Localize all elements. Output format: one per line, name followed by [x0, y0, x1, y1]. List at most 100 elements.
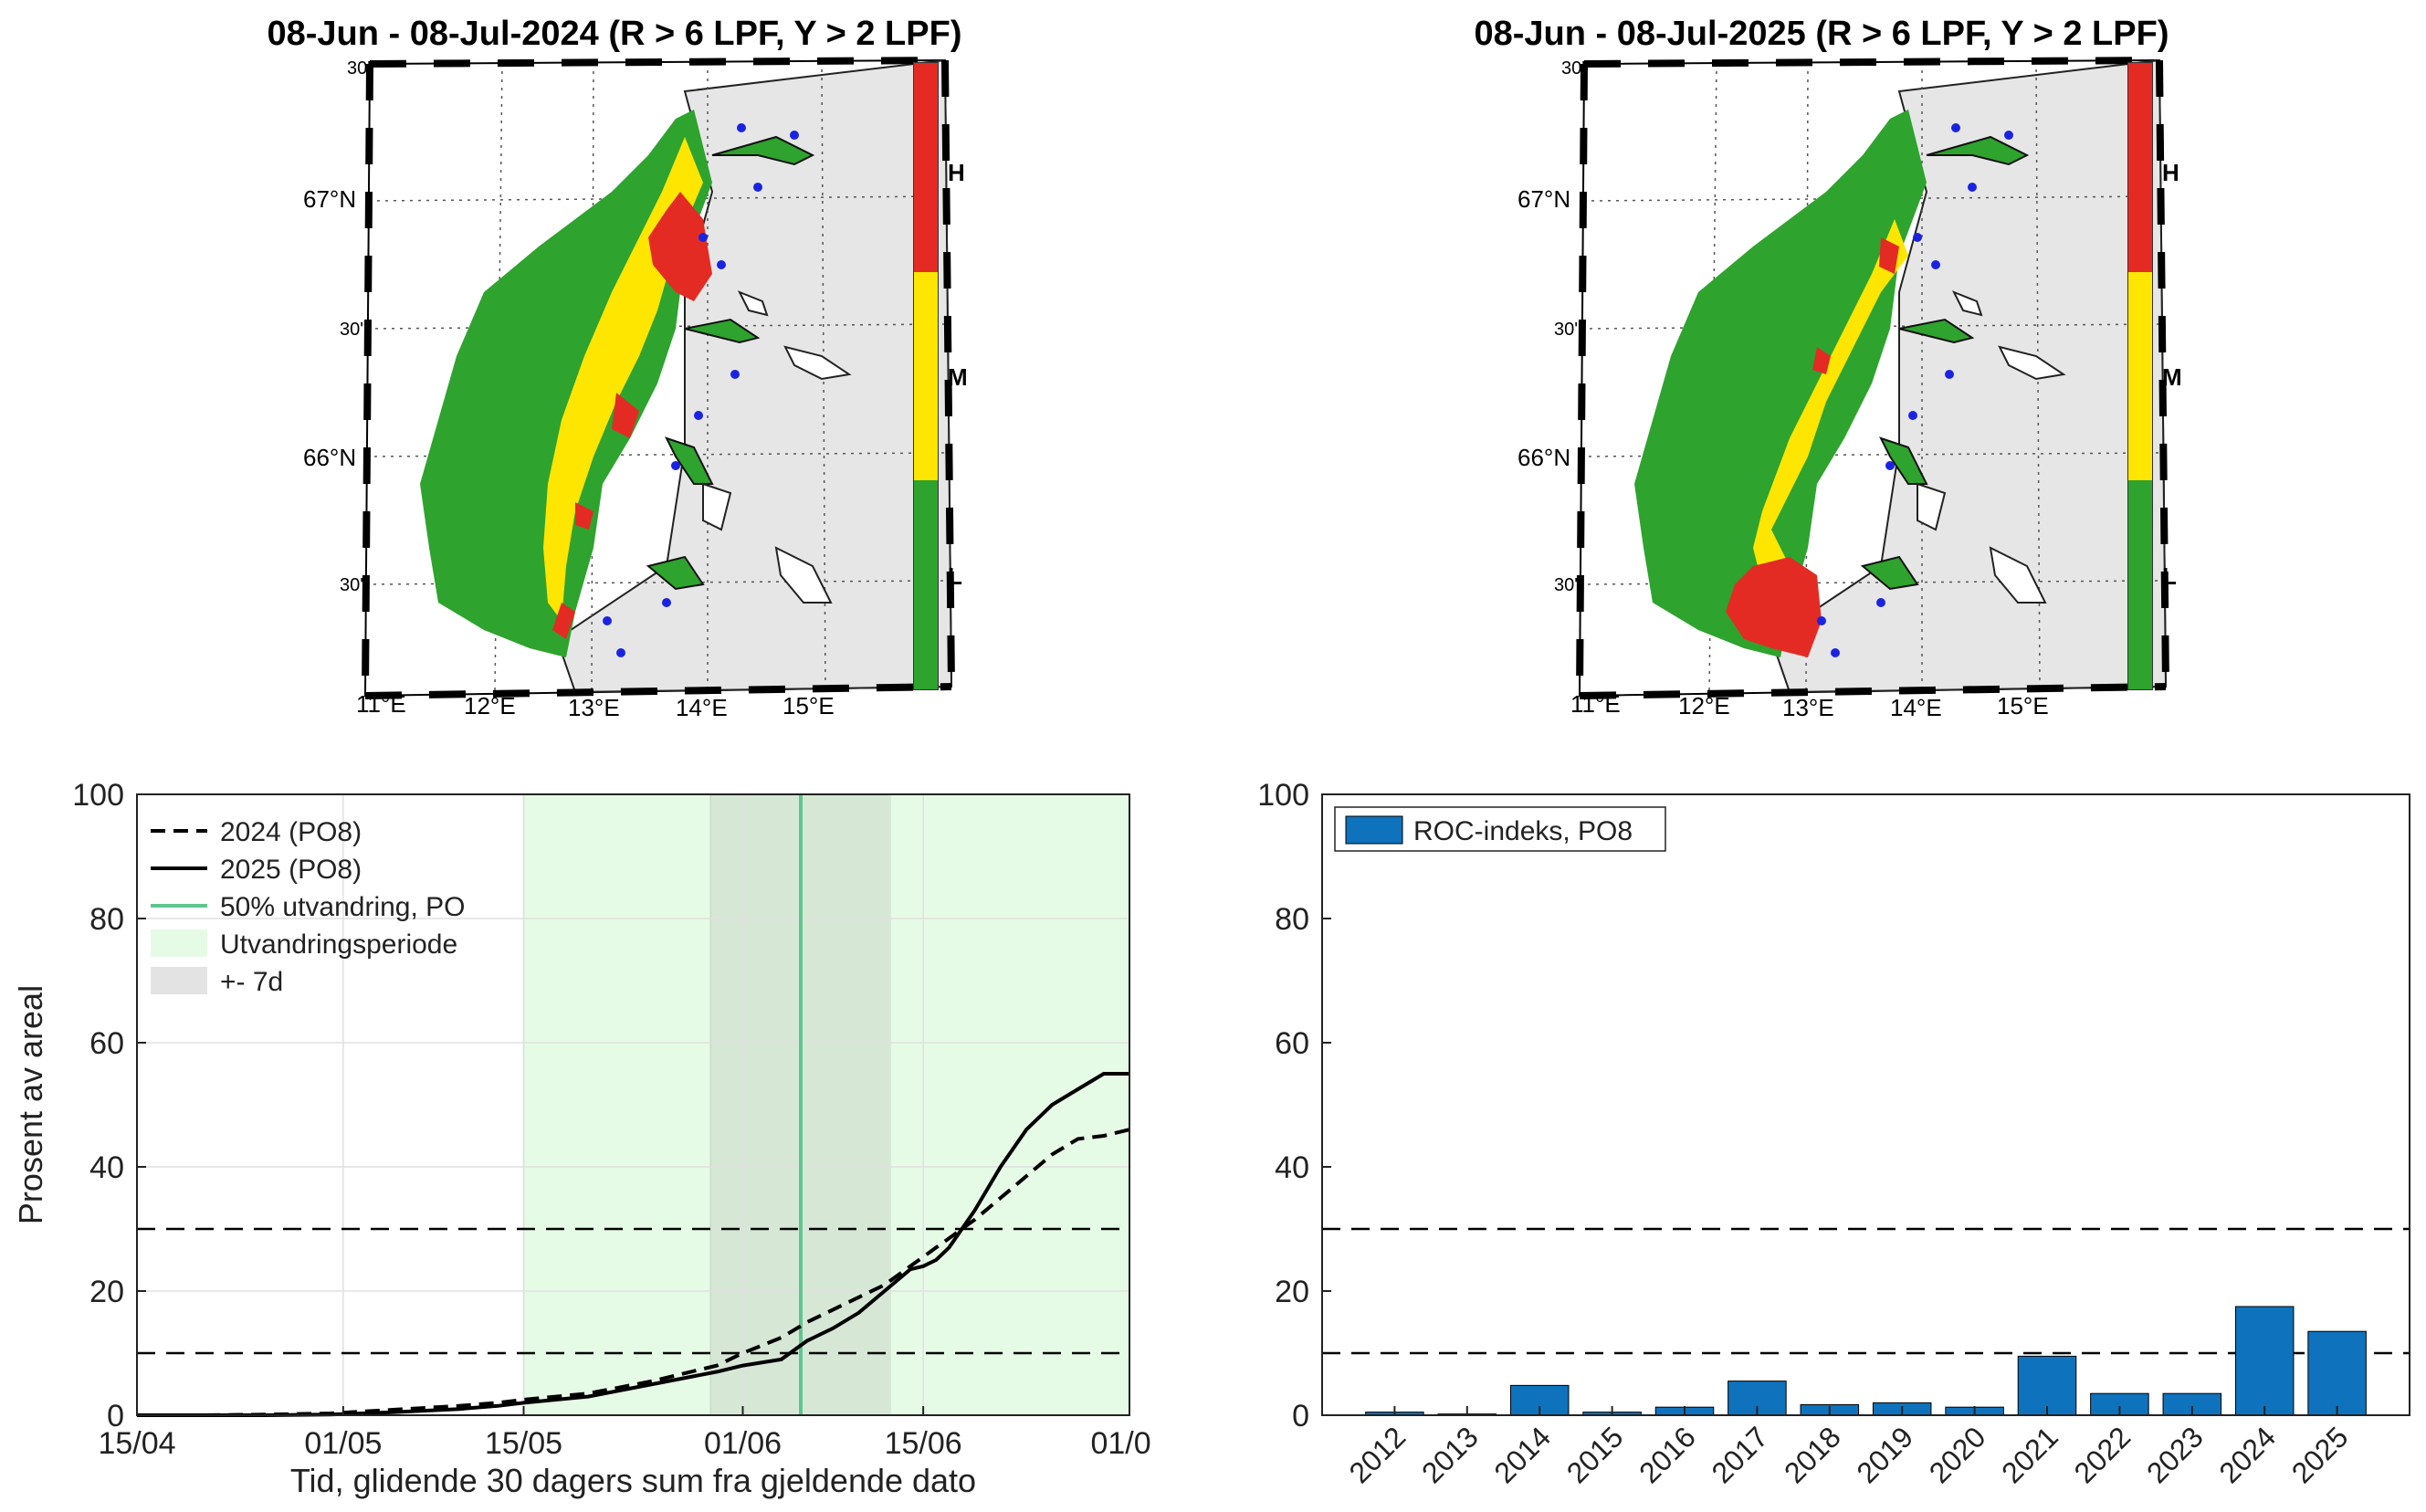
- colorbar-label-m: M: [948, 363, 968, 391]
- y-axis-label: Prosent av areal: [12, 985, 49, 1224]
- lakes: [702, 290, 852, 604]
- line-chart: 0 20 40 60 80 100 15/04 01/05 15/05 01/06 15/06 01/…: [12, 778, 1150, 1499]
- lat-label: 30': [1561, 58, 1586, 79]
- fjords: [646, 135, 815, 591]
- y-tick-label: 20: [1275, 1275, 1309, 1309]
- lon-label: 13°E: [1782, 694, 1834, 721]
- lon-label: 13°E: [568, 694, 620, 721]
- lon-label: 14°E: [1890, 694, 1942, 721]
- lat-label: 67°N: [1518, 185, 1571, 213]
- stations: [1817, 123, 2013, 657]
- colorbar-label-h: H: [948, 159, 965, 186]
- legend: 2024 (PO8) 2025 (PO8) 50% utvandring, PO Ut…: [151, 817, 466, 997]
- x-tick-label: 01/06: [704, 1426, 782, 1461]
- x-tick-label: 15/04: [98, 1426, 175, 1461]
- x-tick-label: 01/05: [304, 1426, 382, 1461]
- x-tick-label: 2014: [1487, 1420, 1557, 1489]
- y-tick-label: 40: [1275, 1150, 1309, 1185]
- y-tick-label: 60: [1275, 1026, 1309, 1061]
- fjords: [1860, 135, 2030, 591]
- legend-label: 2025 (PO8): [220, 855, 362, 885]
- y-tick-label: 100: [72, 778, 124, 813]
- x-tick-label: 2019: [1850, 1420, 1919, 1489]
- colorbar-label-m: M: [2162, 363, 2182, 391]
- x-tick-label: 15/06: [885, 1426, 962, 1461]
- lon-label: 15°E: [782, 692, 835, 719]
- map-border: [1576, 57, 2169, 699]
- y-tick-label: 0: [1292, 1399, 1309, 1433]
- map-2024-title: 08-Jun - 08-Jul-2024 (R > 6 LPF, Y > 2 L…: [267, 15, 962, 53]
- map-2025-title: 08-Jun - 08-Jul-2025 (R > 6 LPF, Y > 2 L…: [1474, 15, 2169, 53]
- lon-label: 12°E: [464, 692, 516, 719]
- lat-label: 30': [340, 575, 364, 595]
- lat-label: 30': [1554, 320, 1579, 340]
- zone-high: [648, 192, 712, 301]
- y-tick-label: 40: [89, 1150, 124, 1185]
- colorbar-medium: [914, 272, 938, 480]
- bar-2021: [2017, 1355, 2077, 1416]
- y-tick-label: 20: [89, 1275, 124, 1309]
- x-tick-label: 2020: [1923, 1420, 1992, 1489]
- land-mass: [1770, 58, 2168, 694]
- bar-2024: [2234, 1306, 2295, 1416]
- zone-medium: [1753, 219, 1908, 603]
- colorbar-label-l: L: [948, 562, 962, 590]
- plot-area: [1322, 794, 2410, 1415]
- colorbar-label-l: L: [2162, 562, 2177, 590]
- colorbar-high: [2128, 63, 2152, 272]
- zone-low: [1634, 110, 1927, 657]
- legend: ROC-indeks, PO8: [1334, 806, 1666, 852]
- legend-label: 50% utvandring, PO: [220, 892, 466, 922]
- axes-box: [136, 793, 1130, 1416]
- map-2024: [362, 57, 955, 699]
- colorbar-2025: [2127, 62, 2153, 690]
- x-tick-label: 2021: [1995, 1420, 2064, 1489]
- lat-label: 30': [347, 58, 372, 79]
- lakes: [1917, 290, 2066, 604]
- bar-chart: 2012 2013 2014 2015 2016 2017 2018 2019 2020 2021…: [1257, 778, 2410, 1489]
- x-tick-label: 2022: [2068, 1420, 2137, 1489]
- stations: [603, 123, 799, 657]
- lat-label: 67°N: [303, 185, 357, 213]
- x-tick-label: 2024: [2212, 1420, 2282, 1489]
- map-border: [362, 57, 955, 699]
- x-tick-label: 2012: [1343, 1420, 1413, 1489]
- x-tick-label: 2023: [2140, 1420, 2210, 1489]
- legend-label: ROC-indeks, PO8: [1413, 816, 1633, 846]
- lat-label: 66°N: [303, 444, 357, 471]
- legend-label: +- 7d: [220, 967, 283, 997]
- x-tick-label: 2015: [1560, 1420, 1630, 1489]
- lon-label: 11°E: [356, 690, 406, 718]
- legend-swatch-migration-period: [151, 929, 207, 957]
- series-2024-line: [137, 1128, 1130, 1417]
- legend-swatch-7d: [151, 967, 207, 994]
- colorbar-medium: [2128, 272, 2152, 480]
- x-tick-label: 2025: [2285, 1420, 2355, 1489]
- y-tick-label: 80: [89, 902, 124, 937]
- legend-label: 2024 (PO8): [220, 817, 362, 847]
- map-2025: [1576, 57, 2169, 699]
- lat-label: 30': [1554, 575, 1579, 595]
- x-tick-label: 2017: [1706, 1420, 1775, 1489]
- colorbar-low: [914, 480, 938, 689]
- axes-box: [1321, 793, 2410, 1416]
- bar-2017: [1728, 1381, 1787, 1416]
- lon-label: 14°E: [676, 694, 728, 721]
- x-tick-label: 01/07: [1090, 1426, 1150, 1461]
- legend-swatch: [1345, 815, 1403, 845]
- y-tick-label: 100: [1257, 778, 1309, 813]
- colorbar-2024: [913, 62, 939, 690]
- y-tick-label: 80: [1275, 902, 1309, 937]
- x-tick-label: 2016: [1633, 1420, 1702, 1489]
- x-axis-label: Tid, glidende 30 dagers sum fra gjeldend…: [290, 1462, 976, 1499]
- lon-label: 12°E: [1678, 692, 1730, 719]
- y-tick-label: 60: [89, 1026, 124, 1061]
- series-2025-line: [137, 1072, 1129, 1417]
- bar-2025: [2307, 1330, 2367, 1416]
- x-tick-label: 2018: [1778, 1420, 1847, 1489]
- x-tick-label: 2013: [1415, 1420, 1485, 1489]
- x-tick-label: 15/05: [485, 1426, 562, 1461]
- legend-label: Utvandringsperiode: [220, 929, 457, 960]
- lat-label: 30': [340, 320, 364, 340]
- lon-label: 11°E: [1570, 690, 1621, 718]
